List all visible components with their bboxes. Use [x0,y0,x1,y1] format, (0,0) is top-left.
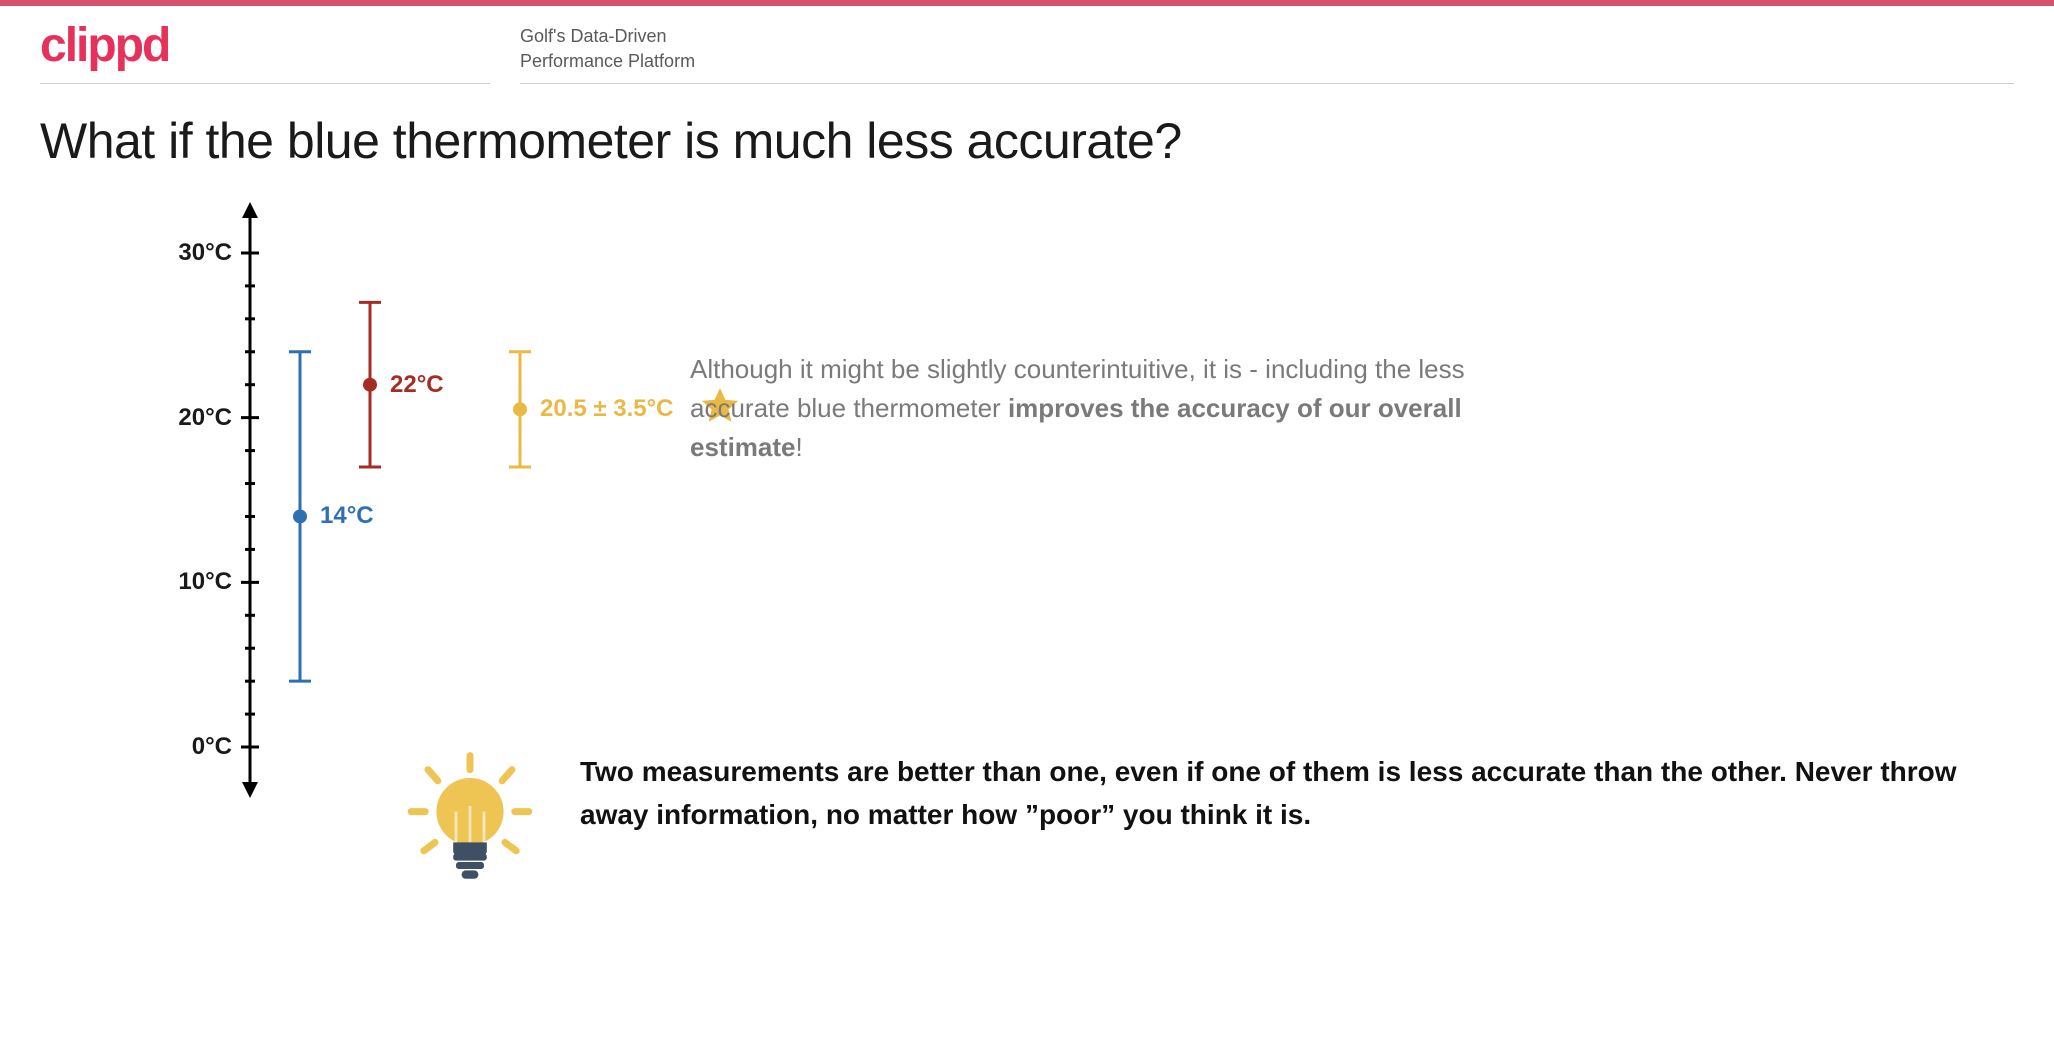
axis-tick-label: 30°C [178,239,232,267]
para-post: ! [796,432,803,462]
tagline-block: Golf's Data-Driven Performance Platform [520,24,2014,84]
thermometer-chart: 0°C 10°C 20°C 30°C 14°C 22°C 20.5 ± 3.5°C [120,200,680,820]
series-label-blue: 14°C [320,502,374,530]
explanation-paragraph: Although it might be slightly counterint… [690,350,1510,467]
axis-tick-label: 0°C [192,733,232,761]
explanation-column: Although it might be slightly counterint… [690,200,2014,820]
axis-tick-label: 10°C [178,568,232,596]
tagline-line2: Performance Platform [520,51,695,71]
axis-tick-label: 20°C [178,404,232,432]
tagline-line1: Golf's Data-Driven [520,26,666,46]
tagline: Golf's Data-Driven Performance Platform [520,24,2014,73]
series-label-red: 22°C [390,371,444,399]
page-title: What if the blue thermometer is much les… [0,84,2054,180]
content: 0°C 10°C 20°C 30°C 14°C 22°C 20.5 ± 3.5°C Alth… [0,180,2054,860]
insight-row: Two measurements are better than one, ev… [400,750,1994,895]
logo-block: clippd [40,18,490,84]
chart-svg [120,200,680,820]
lightbulb-icon [400,750,540,895]
series-label-combined: 20.5 ± 3.5°C [540,395,674,423]
key-insight: Two measurements are better than one, ev… [580,750,1994,837]
header: clippd Golf's Data-Driven Performance Pl… [0,6,2054,84]
logo: clippd [40,18,490,73]
